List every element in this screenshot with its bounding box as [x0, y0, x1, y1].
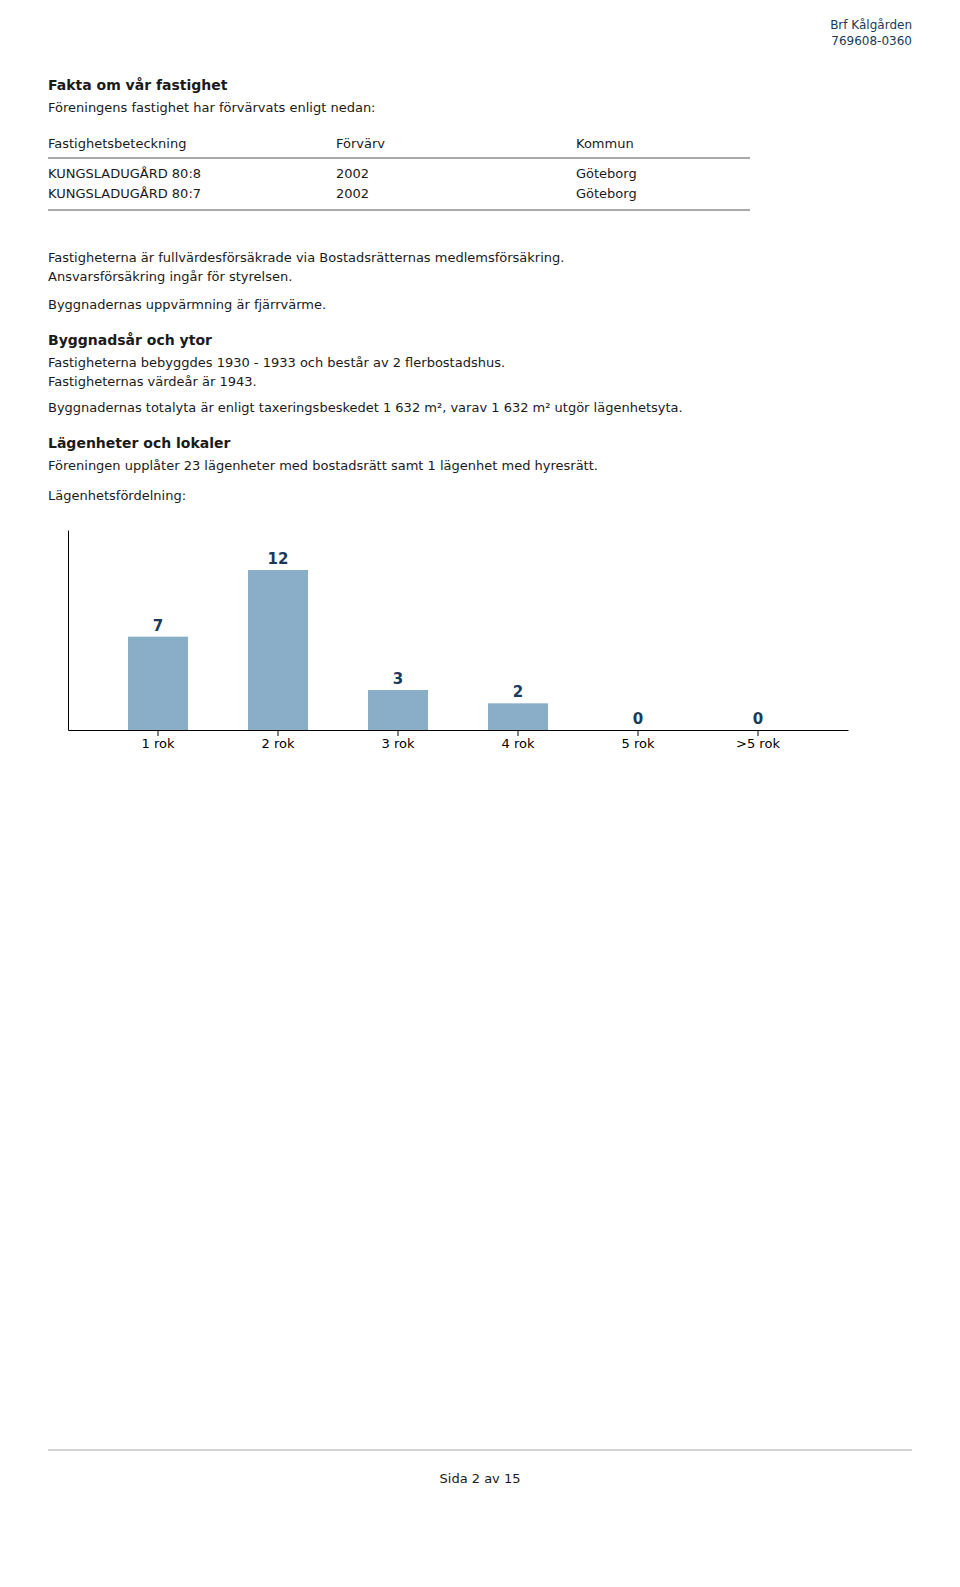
data-label: 2 [513, 683, 523, 701]
x-tick: 5 rok [622, 730, 655, 751]
y-axis [68, 531, 69, 731]
x-tick: 2 rok [262, 730, 295, 751]
bar [248, 570, 308, 730]
footer-rule [48, 1450, 912, 1451]
bars [128, 570, 548, 730]
bar [728, 730, 788, 731]
table-rule [48, 158, 750, 159]
x-tick-mark [638, 730, 639, 736]
table-cell: 2002 [336, 166, 369, 181]
bar [488, 703, 548, 730]
header-text: 769608-0360 [831, 34, 912, 48]
bar [608, 730, 668, 731]
header-text: Brf Kålgården [830, 18, 912, 32]
chart-title: Lägenhetsfördelning: [48, 488, 186, 503]
x-tick-mark [158, 730, 159, 736]
x-tick-mark [518, 730, 519, 736]
x-tick-mark [398, 730, 399, 736]
y-axis-line [68, 531, 69, 731]
chart: 1 rok 2 rok 3 rok 4 rok 5 rok >5 rok 7 12 3 2 0 0 [69, 531, 849, 752]
x-tick: >5 rok [736, 730, 780, 751]
x-tick: 1 rok [142, 730, 175, 751]
x-tick-label: 5 rok [622, 736, 655, 751]
x-tick: 3 rok [382, 730, 415, 751]
x-tick-mark [278, 730, 279, 736]
data-label: 12 [268, 550, 289, 568]
paragraph: Fastigheternas värdeår är 1943. [48, 374, 257, 389]
x-tick-label: 2 rok [262, 736, 295, 751]
paragraph: Ansvarsförsäkring ingår för styrelsen. [48, 269, 292, 284]
paragraph: Fastigheterna bebyggdes 1930 - 1933 och … [48, 355, 505, 370]
data-label: 7 [153, 617, 163, 635]
section-title: Fakta om vår fastighet [48, 77, 228, 93]
x-tick-label: >5 rok [736, 736, 780, 751]
footer-text: Sida 2 av 15 [440, 1471, 521, 1486]
section-title: Byggnadsår och ytor [48, 332, 212, 348]
table-cell: KUNGSLADUGÅRD 80:7 [48, 186, 201, 201]
x-axis: 1 rok 2 rok 3 rok 4 rok 5 rok >5 rok [69, 730, 849, 751]
page: Brf Kålgården 769608-0360 Fakta om vår fas… [0, 0, 960, 1587]
table-cell: KUNGSLADUGÅRD 80:8 [48, 166, 201, 181]
data-label: 0 [633, 710, 643, 728]
table-header: Förvärv [336, 136, 385, 151]
section-text: Föreningens fastighet har förvärvats enl… [48, 100, 376, 115]
data-labels: 7 12 3 2 0 0 [153, 550, 763, 728]
x-tick-label: 3 rok [382, 736, 415, 751]
table-header: Fastighetsbeteckning [48, 136, 186, 151]
table-cell: Göteborg [576, 166, 637, 181]
table-cell: 2002 [336, 186, 369, 201]
x-axis-line [69, 730, 849, 731]
x-tick: 4 rok [502, 730, 535, 751]
table-cell: Göteborg [576, 186, 637, 201]
paragraph: Föreningen upplåter 23 lägenheter med bo… [48, 458, 598, 473]
section-title: Lägenheter och lokaler [48, 435, 231, 451]
x-tick-mark [758, 730, 759, 736]
paragraph: Fastigheterna är fullvärdesförsäkrade vi… [48, 250, 564, 265]
bar [368, 690, 428, 730]
paragraph: Byggnadernas totalyta är enligt taxering… [48, 400, 683, 415]
paragraph: Byggnadernas uppvärmning är fjärrvärme. [48, 297, 326, 312]
bar [128, 637, 188, 730]
x-tick-label: 1 rok [142, 736, 175, 751]
table-header: Kommun [576, 136, 634, 151]
x-tick-label: 4 rok [502, 736, 535, 751]
data-label: 0 [753, 710, 763, 728]
data-label: 3 [393, 670, 403, 688]
table-rule [48, 210, 750, 211]
